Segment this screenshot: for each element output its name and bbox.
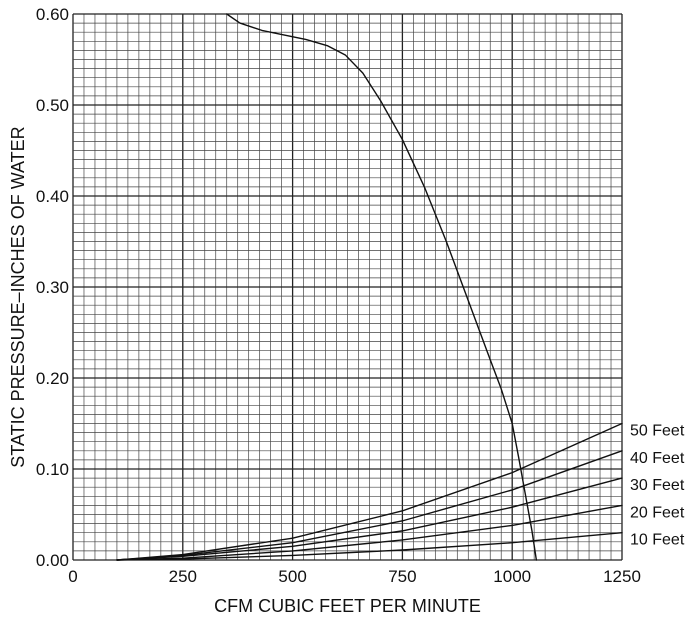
series-label-10-feet: 10 Feet — [630, 532, 685, 549]
grid — [72, 13, 623, 561]
y-tick-label: 0.60 — [36, 5, 69, 24]
tick-labels: 0 250 500 750 1000 1250 0.00 0.10 0.20 0.30 0.40 0.… — [36, 5, 641, 586]
series-line-50-feet — [116, 422, 623, 561]
series-labels: 50 Feet 40 Feet 30 Feet 20 Feet 10 Feet — [630, 423, 685, 549]
y-tick-label: 0.00 — [36, 551, 69, 570]
series-label-50-feet: 50 Feet — [630, 423, 685, 440]
y-tick-label: 0.10 — [36, 460, 69, 479]
x-tick-label: 500 — [278, 567, 306, 586]
x-tick-label: 1000 — [493, 567, 531, 586]
series-label-30-feet: 30 Feet — [630, 477, 685, 494]
x-tick-label: 0 — [68, 567, 77, 586]
y-tick-label: 0.40 — [36, 187, 69, 206]
fan-curve-line — [226, 13, 538, 561]
series-line-10-feet — [116, 532, 623, 561]
series-line-30-feet — [116, 477, 623, 561]
series-label-40-feet: 40 Feet — [630, 450, 685, 467]
series-lines — [116, 13, 623, 561]
series-label-20-feet: 20 Feet — [630, 504, 685, 521]
series-line-20-feet — [116, 504, 623, 561]
y-tick-label: 0.50 — [36, 96, 69, 115]
y-tick-label: 0.30 — [36, 278, 69, 297]
x-tick-label: 1250 — [603, 567, 641, 586]
x-axis-title: CFM CUBIC FEET PER MINUTE — [214, 596, 481, 616]
x-tick-label: 750 — [388, 567, 416, 586]
y-tick-label: 0.20 — [36, 369, 69, 388]
y-axis-title: STATIC PRESSURE–INCHES OF WATER — [8, 126, 28, 467]
series-line-40-feet — [116, 450, 623, 561]
x-tick-label: 250 — [169, 567, 197, 586]
